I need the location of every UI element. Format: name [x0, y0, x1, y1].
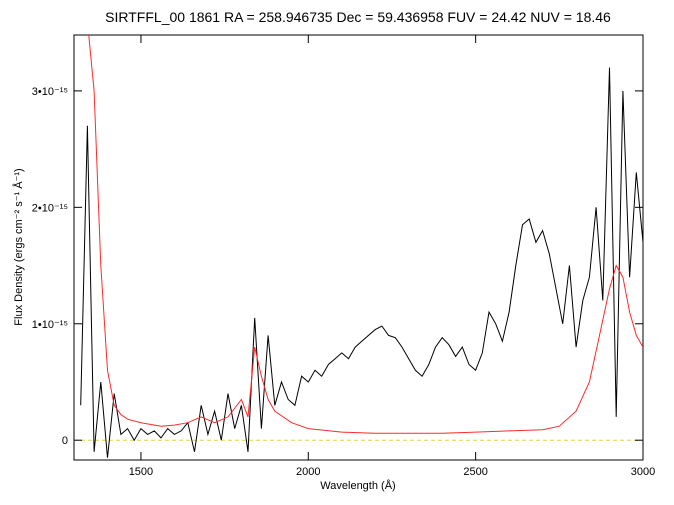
- plot-frame: [73, 34, 644, 461]
- y-tick-label: 3•10⁻¹⁵: [32, 86, 68, 98]
- y-tick-label: 2•10⁻¹⁵: [32, 202, 68, 214]
- series-line: [88, 35, 643, 434]
- x-axis-label: Wavelength (Å): [320, 479, 395, 492]
- y-tick-label: 0: [62, 435, 68, 447]
- y-axis-label: Flux Density (ergs cm⁻² s⁻¹ Å⁻¹): [12, 168, 25, 325]
- plot-area: [74, 35, 643, 458]
- y-tick-label: 1•10⁻¹⁵: [32, 319, 68, 331]
- series-line: [80, 67, 643, 458]
- chart-title: SIRTFFL_00 1861 RA = 258.946735 Dec = 59…: [105, 9, 611, 25]
- x-tick-label: 3000: [631, 466, 655, 478]
- x-tick-label: 2000: [296, 466, 320, 478]
- x-tick-label: 1500: [129, 466, 153, 478]
- x-tick-label: 2500: [463, 466, 487, 478]
